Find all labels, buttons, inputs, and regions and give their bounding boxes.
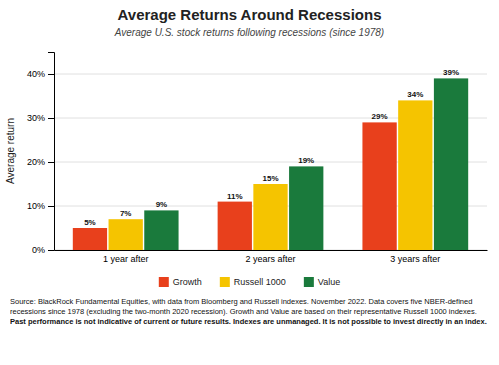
data-label: 9% [156, 200, 168, 209]
bar-series [144, 78, 468, 250]
data-label: 5% [84, 218, 96, 227]
data-label: 15% [262, 174, 278, 183]
tick-mark [48, 74, 54, 75]
tick: 30% [27, 113, 54, 123]
axis-line [55, 250, 488, 251]
legend-label: Value [318, 277, 340, 287]
data-labels: 5% 11% 29% 7% 15% 34% 9% 19% 39% [84, 68, 459, 227]
tick: 0% [32, 245, 54, 255]
title: Average Returns Around Recessions [118, 6, 382, 23]
bar-series [109, 100, 433, 250]
tick-mark [48, 250, 54, 251]
chart-svg: Average Returns Around Recessions Average… [0, 0, 499, 365]
tick-mark [48, 118, 54, 119]
data-label: 39% [443, 68, 459, 77]
axis-line [48, 53, 55, 251]
bar [398, 100, 432, 250]
chart-container: Average Returns Around Recessions Average… [0, 0, 499, 365]
bars [73, 78, 468, 250]
legend-swatch [159, 277, 169, 287]
tick-label: 30% [27, 113, 45, 123]
tick-mark [48, 162, 54, 163]
tick: 10% [27, 201, 54, 211]
legend-label: Russell 1000 [234, 277, 286, 287]
footer: Source: BlackRock Fundamental Equities, … [10, 297, 489, 363]
tick: 20% [27, 157, 54, 167]
bar [253, 184, 287, 250]
grid [54, 74, 487, 250]
grid-line [54, 74, 487, 75]
data-label: 7% [120, 209, 132, 218]
bar-series [73, 122, 397, 250]
bar [434, 78, 468, 250]
tick-label: 3 years after [390, 254, 440, 264]
footer-text: Source: BlackRock Fundamental Equities, … [10, 297, 489, 326]
legend: Growth Russell 1000 Value [159, 277, 340, 287]
bar [109, 219, 143, 250]
tick-label: 20% [27, 157, 45, 167]
subtitle: Average U.S. stock returns following rec… [114, 27, 384, 38]
tick-label: 2 years after [245, 254, 295, 264]
tick-label: 10% [27, 201, 45, 211]
data-label: 29% [372, 112, 388, 121]
bar [218, 202, 252, 250]
bar [144, 210, 178, 250]
tick-label: 0% [32, 245, 45, 255]
data-label: 11% [227, 192, 243, 201]
legend-item: Value [304, 277, 340, 287]
footer-part: Past performance is not indicative of cu… [10, 317, 487, 326]
legend-swatch [304, 277, 314, 287]
legend-swatch [220, 277, 230, 287]
tick-label: 40% [27, 69, 45, 79]
y-axis: 0% 10% 20% 30% 40% [27, 53, 55, 256]
tick: 1 year after [103, 250, 149, 264]
legend-label: Growth [173, 277, 202, 287]
legend-item: Growth [159, 277, 202, 287]
tick: 2 years after [245, 250, 295, 264]
data-label: 19% [298, 156, 314, 165]
tick: 3 years after [390, 250, 440, 264]
tick: 40% [27, 69, 54, 79]
tick-mark [48, 206, 54, 207]
bar [362, 122, 396, 250]
bar [73, 228, 107, 250]
legend-item: Russell 1000 [220, 277, 286, 287]
x-axis: 1 year after 2 years after 3 years after [55, 250, 488, 264]
tick-label: 1 year after [103, 254, 149, 264]
y-axis-title: Average return [5, 118, 16, 184]
bar [289, 166, 323, 250]
data-label: 34% [407, 90, 423, 99]
footer-part: Source: BlackRock Fundamental Equities, … [10, 297, 477, 316]
